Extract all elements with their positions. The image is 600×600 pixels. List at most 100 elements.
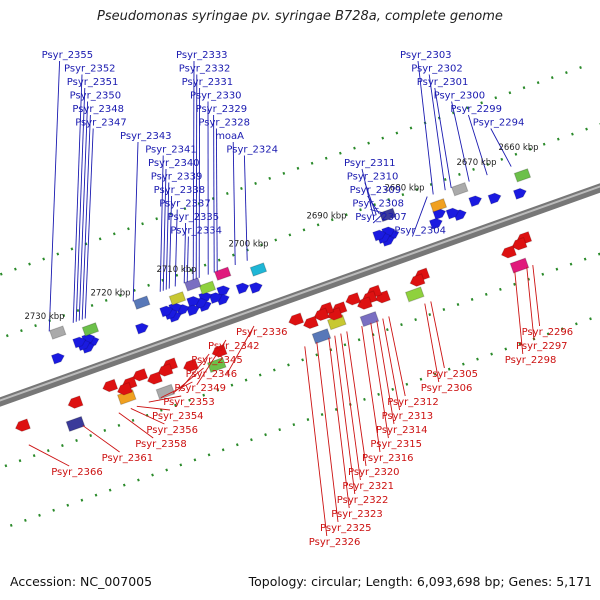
gene-arrow-Psyr_2306[interactable] — [408, 273, 426, 288]
gene-arrow-Psyr_2334[interactable] — [186, 295, 201, 308]
gene-label-Psyr_2339[interactable]: Psyr_2339 — [151, 172, 203, 183]
gene-label-Psyr_2305[interactable]: Psyr_2305 — [426, 369, 478, 380]
gene-arrow-Psyr_2349[interactable] — [146, 371, 163, 386]
gene-arrow-Psyr_2294[interactable] — [512, 187, 527, 200]
gene-box-Psyr_2329[interactable] — [214, 266, 232, 281]
gene-label-Psyr_2303[interactable]: Psyr_2303 — [400, 50, 452, 61]
gene-arrow-Psyr_2361[interactable] — [66, 395, 84, 410]
gene-label-Psyr_2314[interactable]: Psyr_2314 — [376, 425, 428, 436]
gene-box-Psyr_2346[interactable] — [155, 383, 176, 400]
gene-label-Psyr_2336[interactable]: Psyr_2336 — [236, 327, 288, 338]
gene-label-Psyr_2332[interactable]: Psyr_2332 — [179, 64, 231, 75]
gene-label-moaA[interactable]: moaA — [215, 131, 244, 142]
gene-label-Psyr_2353[interactable]: Psyr_2353 — [163, 397, 215, 408]
gene-label-Psyr_2326[interactable]: Psyr_2326 — [309, 537, 361, 548]
gene-arrow-Psyr_2315[interactable] — [356, 296, 373, 311]
gene-label-Psyr_2311[interactable]: Psyr_2311 — [344, 158, 396, 169]
gene-arrow-Psyr_2366[interactable] — [14, 418, 31, 433]
gene-label-Psyr_2331[interactable]: Psyr_2331 — [182, 77, 234, 88]
gene-arrow-Psyr_2316[interactable] — [344, 291, 362, 307]
gene-arrow-moaA[interactable] — [235, 281, 250, 295]
gene-label-Psyr_2341[interactable]: Psyr_2341 — [145, 145, 197, 156]
gene-box-Psyr_2306[interactable] — [404, 286, 425, 303]
gene-box-Psyr_2336[interactable] — [206, 356, 227, 374]
gene-label-Psyr_2350[interactable]: Psyr_2350 — [70, 91, 122, 102]
gene-arrow-Psyr_2343[interactable] — [134, 322, 149, 335]
gene-arrow-Psyr_2326[interactable] — [287, 312, 305, 327]
gene-box-Psyr_2361[interactable] — [65, 415, 86, 432]
gene-arrow-Psyr_2323[interactable] — [312, 307, 330, 322]
gene-arrow-Psyr_2298[interactable] — [500, 244, 517, 260]
gene-label-Psyr_2299[interactable]: Psyr_2299 — [450, 104, 502, 115]
gene-label-Psyr_2321[interactable]: Psyr_2321 — [342, 481, 394, 492]
gene-label-Psyr_2316[interactable]: Psyr_2316 — [362, 453, 414, 464]
gene-label-Psyr_2301[interactable]: Psyr_2301 — [417, 77, 469, 88]
gene-arrow-Psyr_2342[interactable] — [182, 358, 199, 373]
gene-label-Psyr_2349[interactable]: Psyr_2349 — [174, 383, 226, 394]
gene-label-Psyr_2352[interactable]: Psyr_2352 — [64, 64, 116, 75]
gene-label-Psyr_2323[interactable]: Psyr_2323 — [331, 509, 383, 520]
gene-label-Psyr_2300[interactable]: Psyr_2300 — [434, 91, 486, 102]
gene-label-Psyr_2366[interactable]: Psyr_2366 — [51, 467, 103, 478]
gene-label-Psyr_2307[interactable]: Psyr_2307 — [355, 212, 407, 223]
gene-box-Psyr_2309[interactable] — [379, 207, 397, 223]
gene-label-Psyr_2324[interactable]: Psyr_2324 — [226, 145, 278, 156]
gene-label-Psyr_2354[interactable]: Psyr_2354 — [152, 411, 204, 422]
gene-label-Psyr_2351[interactable]: Psyr_2351 — [67, 77, 119, 88]
gene-arrow-Psyr_2325[interactable] — [302, 315, 319, 330]
gene-box-Psyr_2332[interactable] — [198, 280, 217, 295]
gene-label-Psyr_2325[interactable]: Psyr_2325 — [320, 523, 372, 534]
gene-label-Psyr_2358[interactable]: Psyr_2358 — [135, 439, 187, 450]
gene-box-Psyr_2339[interactable] — [168, 291, 187, 306]
gene-arrow-Psyr_2356[interactable] — [116, 381, 133, 397]
gene-arrow-Psyr_2358[interactable] — [101, 378, 119, 393]
gene-label-Psyr_2342[interactable]: Psyr_2342 — [208, 341, 260, 352]
gene-arrow-Psyr_2335[interactable] — [185, 303, 200, 317]
gene-label-Psyr_2346[interactable]: Psyr_2346 — [186, 369, 238, 380]
gene-label-Psyr_2340[interactable]: Psyr_2340 — [148, 158, 200, 169]
gene-arrow-Psyr_2297[interactable] — [510, 236, 528, 252]
gene-label-Psyr_2330[interactable]: Psyr_2330 — [190, 91, 242, 102]
gene-label-Psyr_2315[interactable]: Psyr_2315 — [370, 439, 422, 450]
gene-label-Psyr_2306[interactable]: Psyr_2306 — [421, 383, 473, 394]
gene-label-Psyr_2294[interactable]: Psyr_2294 — [473, 118, 525, 129]
gene-label-Psyr_2322[interactable]: Psyr_2322 — [337, 495, 389, 506]
gene-label-Psyr_2297[interactable]: Psyr_2297 — [516, 341, 568, 352]
gene-label-Psyr_2320[interactable]: Psyr_2320 — [348, 467, 400, 478]
gene-label-Psyr_2343[interactable]: Psyr_2343 — [120, 131, 172, 142]
gene-box-Psyr_2350[interactable] — [81, 322, 100, 337]
gene-label-Psyr_2304[interactable]: Psyr_2304 — [394, 226, 446, 237]
gene-label-Psyr_2313[interactable]: Psyr_2313 — [382, 411, 434, 422]
gene-arrow-Psyr_2302[interactable] — [445, 206, 460, 220]
gene-arrow-Psyr_2346[interactable] — [156, 363, 174, 378]
gene-box-Psyr_2304[interactable] — [429, 198, 448, 213]
gene-box-Psyr_2294[interactable] — [513, 168, 532, 183]
gene-arrow-Psyr_2304[interactable] — [428, 217, 443, 230]
gene-label-Psyr_2361[interactable]: Psyr_2361 — [102, 453, 154, 464]
gene-label-Psyr_2355[interactable]: Psyr_2355 — [42, 50, 94, 61]
gene-label-Psyr_2296[interactable]: Psyr_2296 — [522, 327, 574, 338]
gene-arrow-Psyr_2341[interactable] — [159, 304, 174, 318]
gene-label-Psyr_2328[interactable]: Psyr_2328 — [198, 118, 250, 129]
gene-arrow-Psyr_2353[interactable] — [131, 367, 149, 383]
gene-label-Psyr_2338[interactable]: Psyr_2338 — [154, 185, 206, 196]
gene-label-Psyr_2298[interactable]: Psyr_2298 — [505, 355, 557, 366]
gene-box-Psyr_2355[interactable] — [49, 325, 67, 340]
gene-arrow-Psyr_2336[interactable] — [210, 343, 228, 359]
gene-label-Psyr_2333[interactable]: Psyr_2333 — [176, 50, 228, 61]
gene-box-Psyr_2324[interactable] — [249, 262, 268, 277]
gene-label-Psyr_2347[interactable]: Psyr_2347 — [75, 118, 127, 129]
gene-box-Psyr_2335[interactable] — [184, 277, 202, 292]
gene-label-Psyr_2310[interactable]: Psyr_2310 — [347, 172, 399, 183]
gene-label-Psyr_2348[interactable]: Psyr_2348 — [72, 104, 124, 115]
gene-box-Psyr_2323[interactable] — [311, 328, 332, 345]
gene-label-Psyr_2308[interactable]: Psyr_2308 — [352, 199, 404, 210]
gene-label-Psyr_2334[interactable]: Psyr_2334 — [170, 226, 222, 237]
gene-label-Psyr_2335[interactable]: Psyr_2335 — [168, 212, 220, 223]
gene-label-Psyr_2356[interactable]: Psyr_2356 — [146, 425, 198, 436]
gene-arrow-Psyr_2311[interactable] — [372, 228, 387, 242]
gene-arrow-Psyr_2324[interactable] — [248, 281, 263, 295]
gene-label-Psyr_2329[interactable]: Psyr_2329 — [196, 104, 248, 115]
gene-arrow-Psyr_2330[interactable] — [208, 291, 223, 305]
